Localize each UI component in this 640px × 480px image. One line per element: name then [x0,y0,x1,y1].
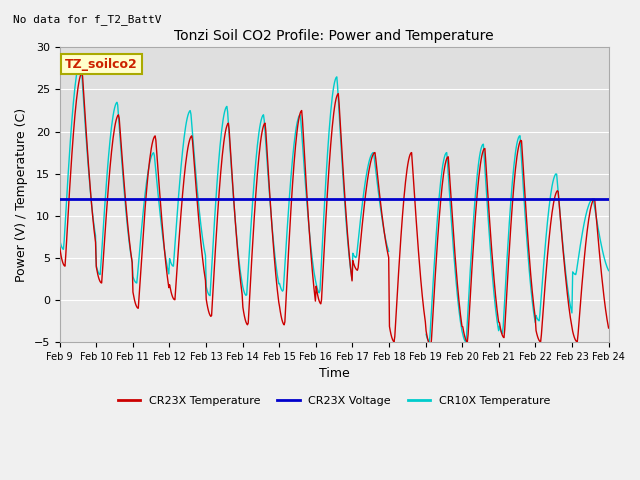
Text: TZ_soilco2: TZ_soilco2 [65,58,138,71]
X-axis label: Time: Time [319,367,349,380]
Title: Tonzi Soil CO2 Profile: Power and Temperature: Tonzi Soil CO2 Profile: Power and Temper… [174,29,494,43]
Y-axis label: Power (V) / Temperature (C): Power (V) / Temperature (C) [15,108,28,282]
Text: No data for f_T2_BattV: No data for f_T2_BattV [13,14,161,25]
Legend: CR23X Temperature, CR23X Voltage, CR10X Temperature: CR23X Temperature, CR23X Voltage, CR10X … [113,392,555,410]
Bar [60,48,609,199]
